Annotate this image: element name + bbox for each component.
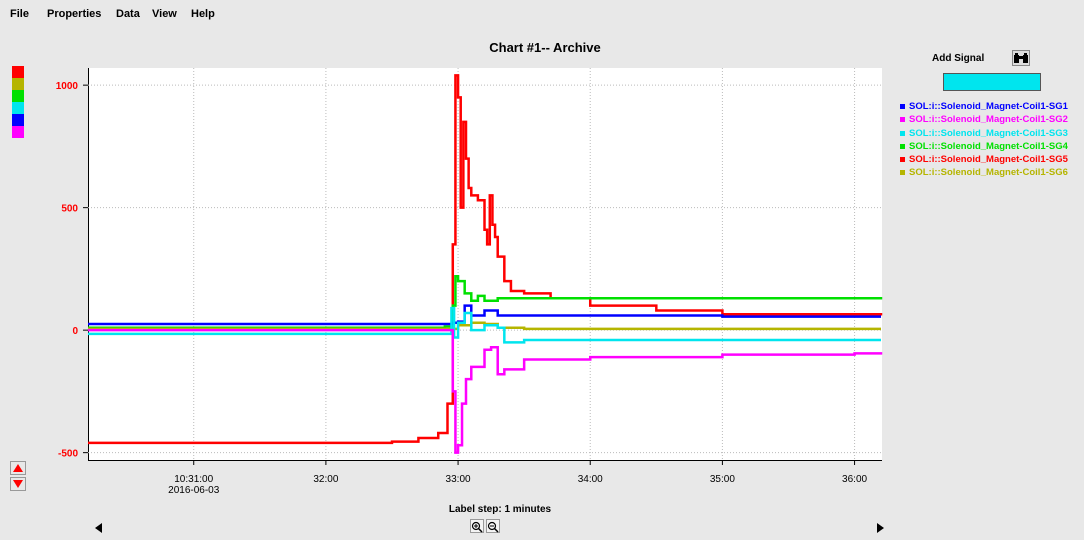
series-line [88, 74, 883, 445]
legend-marker [900, 143, 905, 149]
legend-marker [900, 157, 905, 163]
legend-item[interactable]: SOL:i::Solenoid_Magnet-Coil1-SG3 [900, 127, 1084, 140]
x-tick-label: 32:00 [313, 474, 338, 485]
legend-marker [900, 103, 905, 109]
menu-help[interactable]: Help [191, 8, 215, 20]
legend-marker [900, 170, 905, 176]
arrow-left-icon [95, 523, 102, 533]
y-tick-label: 500 [61, 204, 78, 215]
x-tick-label: 35:00 [710, 474, 735, 485]
series-line [88, 328, 883, 454]
triangle-up-icon [13, 464, 23, 472]
x-tick-sublabel: 2016-06-03 [168, 485, 220, 496]
zoom-out-button[interactable] [486, 519, 500, 533]
legend-item[interactable]: SOL:i::Solenoid_Magnet-Coil1-SG6 [900, 166, 1084, 179]
add-signal-button[interactable] [1012, 50, 1030, 66]
menu-data[interactable]: Data [116, 8, 140, 20]
menu-file[interactable]: File [10, 8, 29, 20]
menu-bar: File Properties Data View Help [0, 0, 1084, 32]
legend-label: SOL:i::Solenoid_Magnet-Coil1-SG3 [909, 127, 1068, 139]
series-swatch[interactable] [12, 126, 24, 138]
arrow-right-icon [877, 523, 884, 533]
signal-input[interactable] [943, 73, 1041, 91]
series-line [88, 275, 883, 329]
legend-label: SOL:i::Solenoid_Magnet-Coil1-SG1 [909, 101, 1068, 112]
scroll-right-button[interactable] [875, 521, 887, 535]
series-swatch[interactable] [12, 114, 24, 126]
plot-area [88, 68, 882, 461]
label-step: Label step: 1 minutes [448, 504, 552, 515]
y-tick-label: -500 [58, 449, 78, 460]
scroll-left-button[interactable] [92, 521, 104, 535]
series-swatch[interactable] [12, 90, 24, 102]
add-signal-label: Add Signal [932, 53, 985, 64]
scroll-up-button[interactable] [10, 461, 26, 475]
x-tick-label: 33:00 [446, 474, 471, 485]
series-swatch[interactable] [12, 66, 24, 78]
zoom-in-button[interactable] [470, 519, 484, 533]
binoculars-icon [1014, 53, 1028, 63]
x-tick-label: 36:00 [842, 474, 867, 485]
series-swatch[interactable] [12, 78, 24, 90]
y-tick-label: 0 [72, 326, 78, 337]
triangle-down-icon [13, 480, 23, 488]
legend-item[interactable]: SOL:i::Solenoid_Magnet-Coil1-SG2 [900, 113, 1084, 126]
zoom-out-icon [487, 521, 499, 533]
legend-item[interactable]: SOL:i::Solenoid_Magnet-Coil1-SG4 [900, 140, 1084, 153]
series-line [88, 306, 881, 344]
series-swatch[interactable] [12, 102, 24, 114]
legend-label: SOL:i::Solenoid_Magnet-Coil1-SG6 [909, 167, 1068, 179]
legend-marker [900, 117, 905, 123]
legend-label: SOL:i::Solenoid_Magnet-Coil1-SG4 [909, 140, 1068, 152]
menu-view[interactable]: View [152, 8, 177, 20]
legend-item[interactable]: SOL:i::Solenoid_Magnet-Coil1-SG5 [900, 153, 1084, 166]
legend-label: SOL:i::Solenoid_Magnet-Coil1-SG2 [909, 114, 1068, 126]
zoom-in-icon [471, 521, 483, 533]
legend-item[interactable]: SOL:i::Solenoid_Magnet-Coil1-SG1 [900, 100, 1084, 113]
x-tick-label: 34:00 [578, 474, 603, 485]
legend-marker [900, 130, 905, 136]
chart-title: Chart #1-- Archive [489, 40, 601, 55]
x-tick-label: 10:31:00 [174, 474, 213, 485]
legend-label: SOL:i::Solenoid_Magnet-Coil1-SG5 [909, 154, 1068, 166]
menu-properties[interactable]: Properties [47, 8, 102, 20]
y-tick-label: 1000 [56, 81, 79, 92]
scroll-down-button[interactable] [10, 477, 26, 491]
